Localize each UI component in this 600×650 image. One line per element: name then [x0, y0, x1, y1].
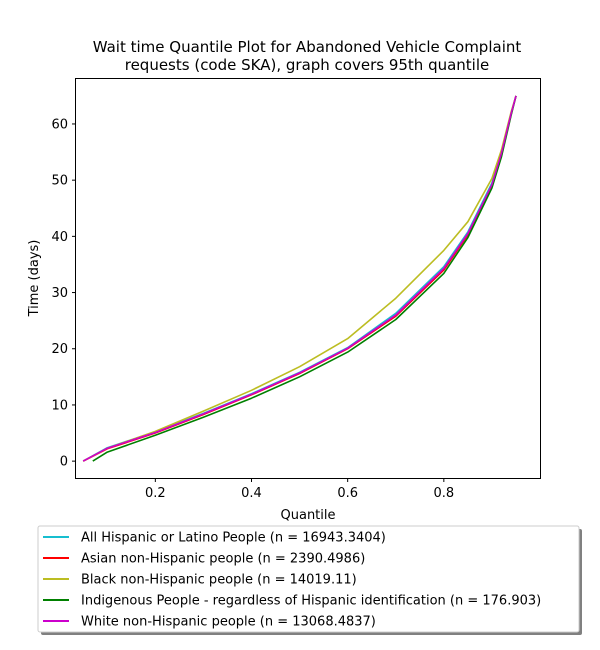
series-line-4 [82, 95, 517, 462]
chart-title-line-2: requests (code SKA), graph covers 95th q… [125, 56, 490, 74]
y-tick-label: 50 [51, 174, 68, 189]
legend-items: All Hispanic or Latino People (n = 16943… [43, 531, 541, 630]
y-axis-ticks: 0 10 20 30 40 50 60 [51, 117, 76, 470]
x-axis-label: Quantile [281, 508, 336, 523]
x-tick-label: 0.2 [145, 486, 166, 501]
legend-box [37, 525, 580, 633]
series-line-3 [92, 95, 517, 462]
chart-title-line-1: Wait time Quantile Plot for Abandoned Ve… [93, 38, 522, 56]
x-tick-label: 0.8 [433, 486, 454, 501]
legend-label-4: White non-Hispanic people (n = 13068.483… [81, 615, 376, 630]
series-line-0 [82, 95, 517, 462]
x-tick-label: 0.6 [337, 486, 358, 501]
y-tick-label: 10 [51, 398, 68, 413]
x-axis-ticks: 0.2 0.4 0.6 0.8 [145, 478, 454, 501]
plot-frame [75, 78, 541, 479]
legend-label-3: Indigenous People - regardless of Hispan… [81, 594, 541, 609]
y-tick-label: 40 [51, 230, 68, 245]
legend-label-2: Black non-Hispanic people (n = 14019.11) [81, 573, 357, 588]
plot-lines [82, 95, 517, 462]
series-line-2 [82, 95, 517, 462]
legend-label-0: All Hispanic or Latino People (n = 16943… [81, 531, 386, 546]
y-tick-label: 30 [51, 286, 68, 301]
series-line-1 [82, 95, 517, 462]
legend: All Hispanic or Latino People (n = 16943… [37, 525, 582, 635]
y-tick-label: 20 [51, 342, 68, 357]
y-tick-label: 0 [60, 455, 68, 470]
x-tick-label: 0.4 [241, 486, 262, 501]
y-axis-label: Time (days) [27, 240, 42, 318]
y-tick-label: 60 [51, 117, 68, 132]
legend-label-1: Asian non-Hispanic people (n = 2390.4986… [81, 552, 365, 567]
